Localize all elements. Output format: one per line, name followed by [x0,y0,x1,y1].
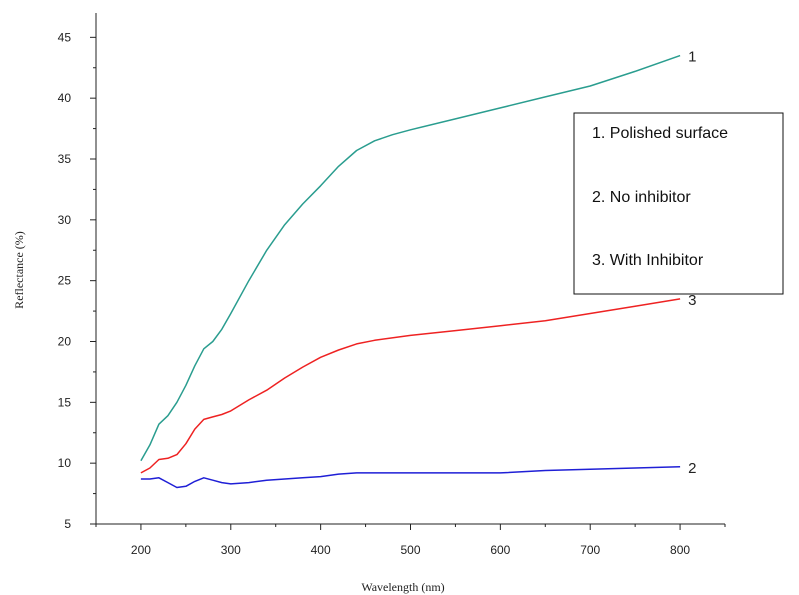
x-tick-label: 500 [400,543,420,557]
y-tick-label: 45 [58,30,72,44]
legend-box [573,112,784,295]
series-line-3 [140,298,681,474]
x-tick-label: 300 [221,543,241,557]
series-line-2 [140,466,681,489]
y-tick-label: 10 [58,456,72,470]
y-tick-label: 25 [58,274,72,288]
y-tick-label: 40 [58,91,72,105]
x-ticks: 200 300 400 500 600 700 800 [95,524,726,557]
x-tick-label: 800 [670,543,690,557]
legend-entry-1: 1. Polished surface [592,125,728,142]
x-axis-title: Wavelength (nm) [361,580,444,594]
y-tick-label: 35 [58,152,72,166]
legend-entry-3: 3. With Inhibitor [592,252,704,269]
x-tick-label: 400 [311,543,331,557]
y-tick-label: 15 [58,395,72,409]
series-end-label-1: 1 [688,49,696,66]
series-end-label-2: 2 [688,460,696,477]
x-tick-label: 600 [490,543,510,557]
y-ticks: 5 10 15 20 25 30 35 40 45 [58,30,96,531]
y-tick-label: 5 [64,517,71,531]
series-end-labels: 1 2 3 [688,49,696,477]
legend: 1. Polished surface 2. No inhibitor 3. W… [573,112,784,295]
y-tick-label: 20 [58,335,72,349]
x-tick-label: 700 [580,543,600,557]
series-end-label-3: 3 [688,292,696,309]
y-axis-title: Reflectance (%) [12,231,26,309]
series-line-1 [140,54,681,462]
legend-entry-2: 2. No inhibitor [592,189,691,206]
y-tick-label: 30 [58,213,72,227]
series-layer [140,54,681,489]
x-tick-label: 200 [131,543,151,557]
